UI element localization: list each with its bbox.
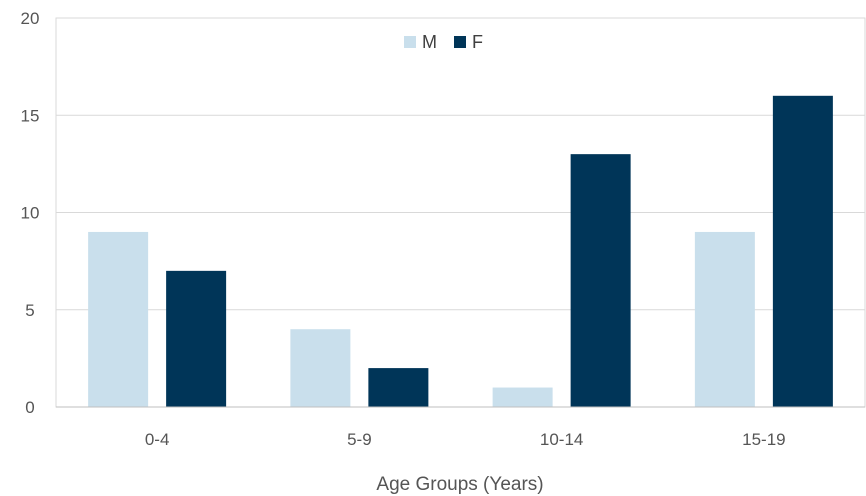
bar-f-5-9	[368, 368, 429, 407]
legend-label-m: M	[422, 32, 437, 52]
bar-m-10-14	[492, 387, 553, 407]
x-tick-label: 15-19	[742, 430, 785, 449]
bar-m-0-4	[88, 231, 149, 407]
x-axis-ticks: 0-4 5-9 10-14 15-19	[145, 430, 786, 449]
y-tick-label: 0	[25, 398, 34, 417]
legend-swatch-m	[404, 36, 416, 48]
legend-swatch-f	[454, 36, 466, 48]
bar-m-15-19	[694, 231, 755, 407]
y-tick-label: 20	[21, 9, 40, 28]
legend-label-f: F	[472, 32, 483, 52]
x-tick-label: 0-4	[145, 430, 170, 449]
bar-f-15-19	[772, 95, 833, 408]
x-tick-label: 10-14	[540, 430, 583, 449]
x-axis-title: Age Groups (Years)	[376, 474, 543, 495]
x-tick-label: 5-9	[347, 430, 372, 449]
bar-m-5-9	[290, 329, 351, 407]
y-tick-label: 10	[21, 204, 40, 223]
bars	[88, 95, 833, 408]
y-tick-label: 15	[21, 106, 40, 125]
bar-f-0-4	[166, 270, 227, 407]
y-axis-ticks: 0 5 10 15 20	[21, 9, 40, 417]
bar-f-10-14	[570, 154, 631, 407]
y-tick-label: 5	[25, 301, 34, 320]
